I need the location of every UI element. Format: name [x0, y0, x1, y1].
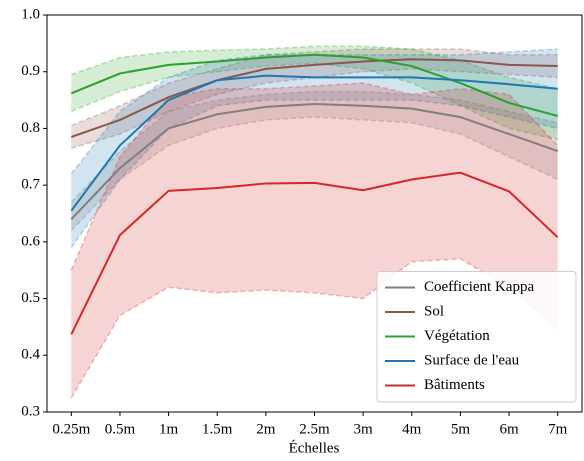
x-tick-label: 2.5m — [299, 421, 330, 437]
y-tick-label: 0.7 — [21, 177, 40, 193]
band-edge — [71, 68, 558, 149]
x-tick-label: 6m — [499, 421, 519, 437]
band-edge — [70, 90, 558, 203]
series-line — [70, 53, 558, 117]
band — [71, 49, 558, 149]
band-edge — [71, 62, 558, 141]
x-tick-label: 3m — [354, 421, 374, 437]
legend-box — [376, 271, 577, 403]
band — [71, 46, 558, 140]
band — [71, 83, 558, 398]
y-tick-label: 0.9 — [21, 63, 40, 79]
legend-label: Coefficient Kappa — [424, 279, 534, 295]
legend-label: Végétation — [424, 328, 490, 344]
y-tick-label: 0.5 — [21, 290, 40, 306]
series-line — [70, 171, 559, 335]
x-tick-label: 1.5m — [202, 421, 233, 437]
legend-label: Bâtiments — [424, 377, 485, 393]
band-edge — [70, 48, 558, 175]
band-edge — [70, 82, 559, 271]
y-tick-label: 1.0 — [21, 6, 40, 22]
band-edge — [71, 45, 558, 90]
x-tick-label: 0.5m — [105, 421, 136, 437]
band-edge — [70, 99, 558, 248]
y-tick-label: 0.3 — [21, 403, 40, 419]
y-tick-label: 0.6 — [21, 233, 40, 249]
x-axis-label: Échelles — [289, 439, 340, 456]
y-tick-label: 0.8 — [21, 120, 40, 136]
band-edge — [70, 116, 558, 232]
x-tick-label: 0.25m — [52, 421, 90, 437]
band-edge — [71, 48, 558, 127]
plot-frame — [46, 14, 583, 413]
band-edge — [70, 258, 559, 399]
series-line — [70, 74, 558, 212]
x-tick-label: 7m — [548, 421, 568, 437]
x-tick-label: 2m — [256, 421, 276, 437]
x-tick-label: 5m — [451, 421, 471, 437]
y-tick-label: 0.4 — [21, 347, 40, 363]
series-line — [70, 103, 559, 220]
band — [71, 91, 558, 231]
series-line — [70, 58, 558, 138]
legend-label: Surface de l'eau — [424, 352, 520, 368]
band — [71, 49, 558, 248]
x-tick-label: 4m — [402, 421, 422, 437]
legend-label: Sol — [424, 303, 444, 319]
x-tick-label: 1m — [159, 421, 179, 437]
